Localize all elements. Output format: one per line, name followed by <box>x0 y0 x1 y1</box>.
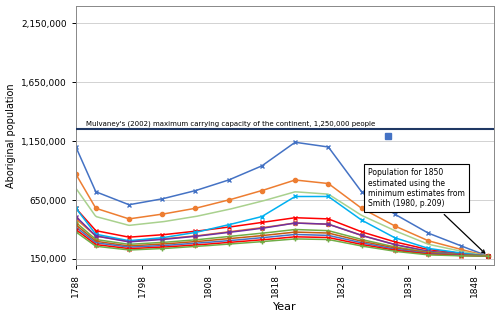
X-axis label: Year: Year <box>274 302 297 313</box>
Text: Mulvaney's (2002) maximum carrying capacity of the continent, 1,250,000 people: Mulvaney's (2002) maximum carrying capac… <box>86 121 375 127</box>
Text: Population for 1850
estimated using the
minimum estimates from
Smith (1980, p.20: Population for 1850 estimated using the … <box>368 168 485 253</box>
Y-axis label: Aboriginal population: Aboriginal population <box>6 83 16 188</box>
